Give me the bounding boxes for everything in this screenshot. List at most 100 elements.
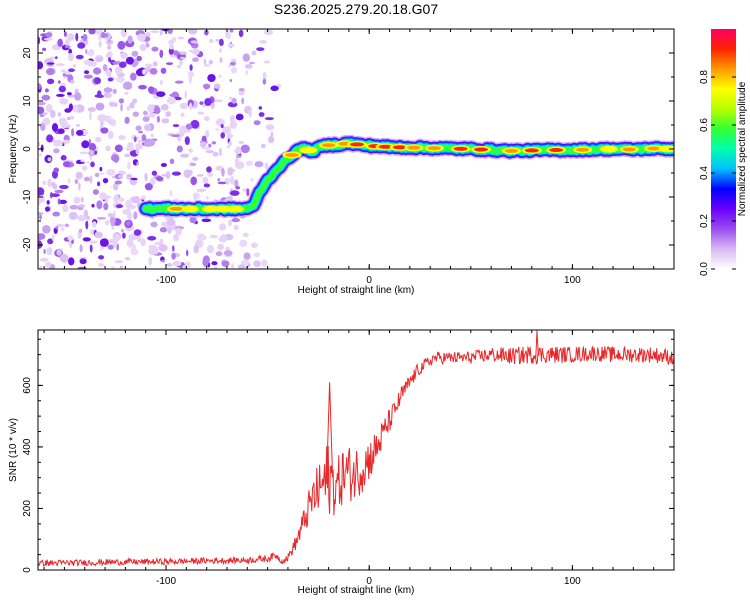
- noise-blob: [213, 99, 223, 103]
- noise-blob: [45, 32, 53, 38]
- noise-blob: [154, 242, 164, 246]
- noise-blob: [207, 74, 216, 82]
- noise-blob: [238, 141, 244, 144]
- noise-blob: [203, 58, 207, 66]
- noise-blob: [107, 244, 114, 250]
- x-tick-label: -100: [156, 275, 176, 286]
- noise-blob: [47, 78, 55, 85]
- noise-blob: [41, 94, 51, 101]
- noise-blob: [107, 77, 114, 82]
- noise-blob: [56, 93, 65, 97]
- noise-blob: [38, 233, 42, 242]
- noise-blob: [261, 143, 266, 148]
- spectrogram-y-label: Frequency (Hz): [8, 115, 19, 184]
- noise-blob: [98, 263, 104, 267]
- noise-blob: [38, 142, 41, 146]
- noise-blob: [67, 33, 75, 41]
- noise-blob: [56, 223, 65, 227]
- noise-blob: [111, 226, 115, 230]
- noise-blob: [219, 223, 227, 231]
- noise-blob: [258, 106, 263, 110]
- noise-blob: [102, 64, 108, 72]
- noise-blob: [43, 248, 46, 255]
- noise-blob: [143, 141, 153, 147]
- ridge-hotspot: [226, 205, 244, 213]
- noise-blob: [47, 238, 54, 245]
- noise-blob: [144, 172, 148, 182]
- noise-blob: [152, 61, 158, 67]
- frequency-ridge: [137, 134, 674, 219]
- noise-blob: [120, 103, 123, 112]
- y-tick-label: 200: [22, 500, 33, 517]
- noise-blob: [263, 60, 271, 64]
- noise-blob: [261, 259, 268, 267]
- noise-blob: [229, 190, 240, 196]
- noise-blob: [229, 120, 238, 129]
- noise-blob: [99, 166, 103, 172]
- noise-blob: [51, 123, 59, 132]
- colorbar-gradient: [711, 29, 736, 269]
- noise-blob: [147, 104, 157, 113]
- noise-blob: [118, 98, 124, 104]
- y-tick-label: 0: [22, 146, 33, 152]
- noise-blob: [95, 31, 100, 35]
- noise-blob: [227, 167, 234, 176]
- noise-blob: [220, 132, 225, 139]
- snr-y-ticks: 0 200 400 600: [22, 338, 674, 573]
- noise-blob: [55, 63, 65, 67]
- noise-blob: [235, 113, 244, 121]
- noise-blob: [229, 175, 235, 185]
- noise-blob: [130, 243, 136, 251]
- noise-blob: [165, 226, 171, 229]
- noise-blob: [215, 39, 221, 42]
- noise-blob: [253, 120, 261, 126]
- noise-blob: [52, 211, 60, 217]
- noise-blob: [229, 61, 236, 66]
- noise-blob: [47, 157, 52, 162]
- noise-blob: [59, 253, 69, 263]
- noise-blob: [38, 83, 41, 90]
- noise-blob: [229, 96, 232, 100]
- noise-blob: [185, 123, 193, 130]
- noise-blob: [38, 187, 45, 196]
- ridge-hotspot-core: [378, 144, 393, 149]
- noise-blob: [203, 64, 211, 67]
- noise-blob: [211, 141, 217, 145]
- noise-blob: [126, 173, 132, 180]
- noise-blob: [89, 111, 92, 121]
- noise-blob: [228, 64, 231, 68]
- noise-blob: [108, 101, 115, 107]
- noise-blob: [188, 29, 198, 35]
- noise-blob: [169, 44, 175, 50]
- noise-blob: [57, 38, 63, 47]
- noise-blob: [171, 134, 181, 138]
- noise-blob: [192, 156, 199, 161]
- noise-blob: [63, 76, 67, 79]
- noise-blob: [38, 106, 45, 115]
- noise-blob: [196, 174, 204, 177]
- noise-blob: [206, 166, 212, 173]
- noise-blob: [59, 184, 69, 190]
- noise-blob: [242, 232, 249, 238]
- colorbar-ticks: 0.0 0.2 0.4 0.6 0.8: [699, 70, 736, 276]
- noise-blob: [94, 231, 103, 239]
- noise-blob: [64, 38, 70, 47]
- colorbar-tick-label: 0.4: [699, 166, 710, 180]
- noise-blob: [192, 57, 199, 63]
- noise-blob: [171, 171, 181, 176]
- noise-blob: [83, 176, 91, 182]
- noise-blob: [46, 68, 55, 76]
- noise-blob: [190, 119, 200, 129]
- noise-blob: [95, 56, 103, 63]
- noise-blob: [99, 192, 107, 200]
- noise-blob: [142, 110, 148, 116]
- noise-blob: [144, 63, 153, 69]
- noise-blob: [60, 155, 67, 161]
- noise-blob: [62, 139, 71, 144]
- noise-blob: [77, 204, 86, 208]
- noise-blob: [127, 161, 131, 170]
- noise-blob: [96, 200, 103, 210]
- noise-blob: [165, 171, 171, 180]
- x-tick-label: 0: [366, 275, 372, 286]
